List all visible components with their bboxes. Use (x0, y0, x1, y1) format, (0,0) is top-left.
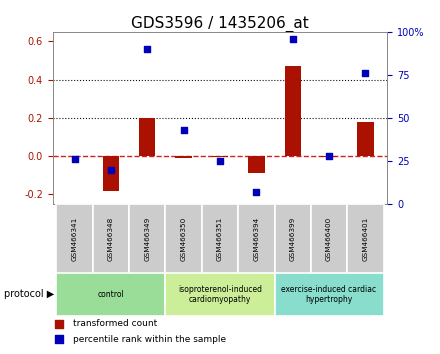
Bar (248, 156, 264, 173)
Text: GSM466401: GSM466401 (363, 216, 368, 261)
Bar (285, 66, 301, 156)
Bar (129, 204, 165, 273)
Point (144, 46, 151, 52)
Bar (103, 156, 119, 191)
Bar (357, 122, 374, 156)
Bar (176, 156, 192, 158)
Text: GSM466400: GSM466400 (326, 216, 332, 261)
Point (56, 336, 63, 342)
Point (107, 167, 114, 172)
Point (326, 153, 333, 159)
Text: GSM466399: GSM466399 (290, 216, 296, 261)
Bar (56, 273, 165, 316)
Text: GSM466350: GSM466350 (181, 216, 187, 261)
Text: GSM466349: GSM466349 (144, 216, 150, 261)
Bar (275, 273, 384, 316)
Text: GSM466341: GSM466341 (72, 216, 77, 261)
Text: transformed count: transformed count (73, 319, 157, 328)
Title: GDS3596 / 1435206_at: GDS3596 / 1435206_at (131, 16, 309, 32)
Bar (238, 204, 275, 273)
Point (253, 189, 260, 195)
Text: GSM466351: GSM466351 (217, 216, 223, 261)
Text: GSM466348: GSM466348 (108, 216, 114, 261)
Text: control: control (98, 290, 125, 299)
Text: GSM466394: GSM466394 (253, 216, 259, 261)
Bar (93, 204, 129, 273)
Bar (56, 204, 93, 273)
Bar (275, 204, 311, 273)
Point (71, 156, 78, 162)
Point (180, 127, 187, 133)
Bar (202, 204, 238, 273)
Text: percentile rank within the sample: percentile rank within the sample (73, 335, 226, 344)
Bar (139, 118, 155, 156)
Bar (347, 204, 384, 273)
Bar (212, 156, 228, 157)
Point (216, 158, 224, 164)
Text: isoproterenol-induced
cardiomyopathy: isoproterenol-induced cardiomyopathy (178, 285, 262, 304)
Text: exercise-induced cardiac
hypertrophy: exercise-induced cardiac hypertrophy (282, 285, 377, 304)
Bar (165, 273, 275, 316)
Bar (165, 204, 202, 273)
Point (362, 70, 369, 76)
Text: protocol ▶: protocol ▶ (4, 290, 55, 299)
Bar (321, 156, 337, 157)
Bar (311, 204, 347, 273)
Point (289, 36, 296, 41)
Point (56, 321, 63, 326)
